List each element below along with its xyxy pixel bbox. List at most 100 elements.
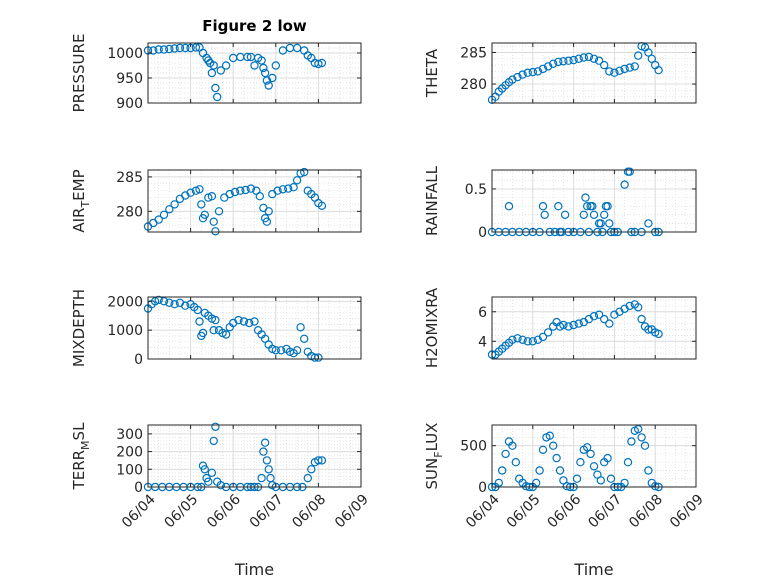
panel-4-data-point bbox=[625, 167, 634, 176]
panel-3-data-point bbox=[230, 187, 240, 197]
panel-2-ytick-label: 280 bbox=[460, 77, 487, 93]
panel-2-data-point bbox=[508, 75, 517, 84]
panel-6-data-point bbox=[528, 337, 538, 346]
panel-2-data-point bbox=[528, 67, 538, 77]
panel-3-data-point bbox=[154, 215, 163, 224]
panel-7-x-axis-label: Time bbox=[234, 560, 274, 579]
panel-8-x-axis-label: Time bbox=[573, 560, 613, 579]
panel-6-data-point bbox=[559, 320, 568, 330]
panel-8-data-point bbox=[583, 443, 592, 452]
panel-2-data-point bbox=[610, 68, 619, 77]
panel-5-data-point bbox=[234, 315, 243, 325]
panel-7-data-point bbox=[262, 456, 272, 465]
panel-1-data-point bbox=[271, 61, 280, 70]
panel-2-data-point bbox=[594, 56, 604, 65]
panel-5-ytick-label: 0 bbox=[134, 352, 143, 368]
panel-7-xtick-label: 06/09 bbox=[332, 492, 372, 532]
panel-3-data-point bbox=[170, 200, 179, 209]
panel-3-data-point bbox=[207, 191, 217, 201]
panel-2-data-point bbox=[634, 51, 643, 60]
panel-8-xtick-label: 06/06 bbox=[545, 491, 585, 531]
panel-2-ytick-label: 285 bbox=[460, 45, 487, 61]
panel-2-data-point bbox=[625, 63, 634, 72]
panel-1-data-point bbox=[209, 61, 218, 70]
panel-4-ytick-label: 0 bbox=[478, 225, 487, 241]
panel-5-data-point bbox=[181, 301, 190, 310]
panel-3-data-point bbox=[289, 182, 298, 192]
panel-5-data-point bbox=[170, 300, 179, 309]
panel-8-xtick-label: 06/08 bbox=[626, 492, 666, 532]
panel-6-data-point bbox=[508, 335, 517, 344]
panel-8-data-point bbox=[549, 441, 558, 450]
panel-8-data-point bbox=[552, 453, 561, 463]
panel-1-data-point bbox=[175, 43, 185, 53]
panel-4-axes-box bbox=[491, 169, 697, 233]
panel-4-data-point bbox=[540, 210, 549, 219]
panel-5-data-point bbox=[276, 346, 286, 355]
panel-7-ytick-label: 300 bbox=[116, 427, 143, 443]
panel-6-data-point bbox=[574, 319, 583, 328]
panel-7-xtick-label: 06/04 bbox=[119, 491, 159, 531]
panel-3-data-point bbox=[246, 184, 256, 193]
panel-8-data-point bbox=[586, 449, 595, 459]
panel-2-data-point bbox=[589, 54, 599, 64]
panel-4-data-point bbox=[583, 201, 592, 211]
panel-8-data-point bbox=[606, 474, 616, 483]
panel-3-data-point bbox=[255, 191, 264, 201]
panel-2-data-point bbox=[523, 68, 532, 77]
panel-6-data-point bbox=[589, 312, 599, 321]
panel-2-data-point bbox=[574, 54, 583, 64]
panel-4-ytick-label: 0.5 bbox=[465, 182, 487, 198]
panel-6-axes-box bbox=[491, 296, 697, 360]
panel-3-data-point bbox=[262, 217, 272, 226]
panel-8-data-point bbox=[576, 458, 585, 467]
panel-7-data-point bbox=[259, 447, 268, 456]
panel-7-data-point bbox=[209, 436, 218, 446]
panel-2-data-point bbox=[554, 57, 563, 67]
panel-6-data-point bbox=[594, 310, 604, 319]
panel-5-data-point bbox=[221, 330, 231, 339]
panel-4-data-point bbox=[589, 210, 599, 219]
panel-5-axes-box bbox=[147, 296, 362, 360]
panel-7-data-point bbox=[200, 465, 209, 474]
panel-6-y-axis-label: H2OMIXRA bbox=[423, 287, 441, 368]
panel-2-data-point bbox=[543, 62, 553, 71]
panel-7-data-point bbox=[314, 456, 323, 465]
panel-8-data-point bbox=[589, 462, 599, 471]
panel-5-data-point bbox=[260, 334, 270, 343]
panel-6-data-point bbox=[564, 322, 573, 331]
panel-6-data-point bbox=[600, 314, 609, 324]
panel-5-data-point bbox=[271, 346, 280, 355]
panel-3-data-point bbox=[200, 210, 209, 219]
panel-8-data-point bbox=[640, 441, 650, 450]
panel-2-data-point bbox=[584, 52, 594, 62]
panel-1-data-point bbox=[221, 61, 231, 70]
panel-8-data-point bbox=[651, 482, 660, 491]
panel-3-data-point bbox=[300, 167, 309, 177]
panel-3-data-point bbox=[195, 185, 204, 194]
panel-4-data-point bbox=[644, 219, 653, 228]
panel-1-data-point bbox=[212, 92, 222, 102]
panel-3-ytick-label: 285 bbox=[116, 170, 143, 186]
panel-7-ytick-label: 100 bbox=[116, 462, 143, 478]
panel-5-data-point bbox=[198, 328, 208, 338]
panel-2-data-point bbox=[615, 66, 624, 76]
panel-1-data-point bbox=[268, 73, 277, 83]
panel-1-data-point bbox=[260, 68, 270, 78]
panel-1-data-point bbox=[262, 76, 272, 85]
panel-5-data-point bbox=[300, 334, 309, 343]
panel-8-data-point bbox=[538, 445, 548, 454]
panel-5-data-point bbox=[165, 298, 174, 307]
panel-1-data-point bbox=[207, 68, 217, 78]
panel-4-data-point bbox=[504, 201, 514, 211]
panel-2-data-point bbox=[538, 64, 548, 74]
panel-7-data-point bbox=[260, 438, 270, 447]
panel-6-data-point bbox=[523, 337, 532, 346]
panel-3-data-point bbox=[292, 176, 302, 185]
panel-3-data-point bbox=[211, 227, 220, 236]
panel-6-data-point bbox=[518, 335, 527, 344]
panel-8-data-point bbox=[623, 458, 633, 467]
panel-1-data-point bbox=[181, 43, 190, 53]
panel-1-data-point bbox=[317, 58, 327, 68]
